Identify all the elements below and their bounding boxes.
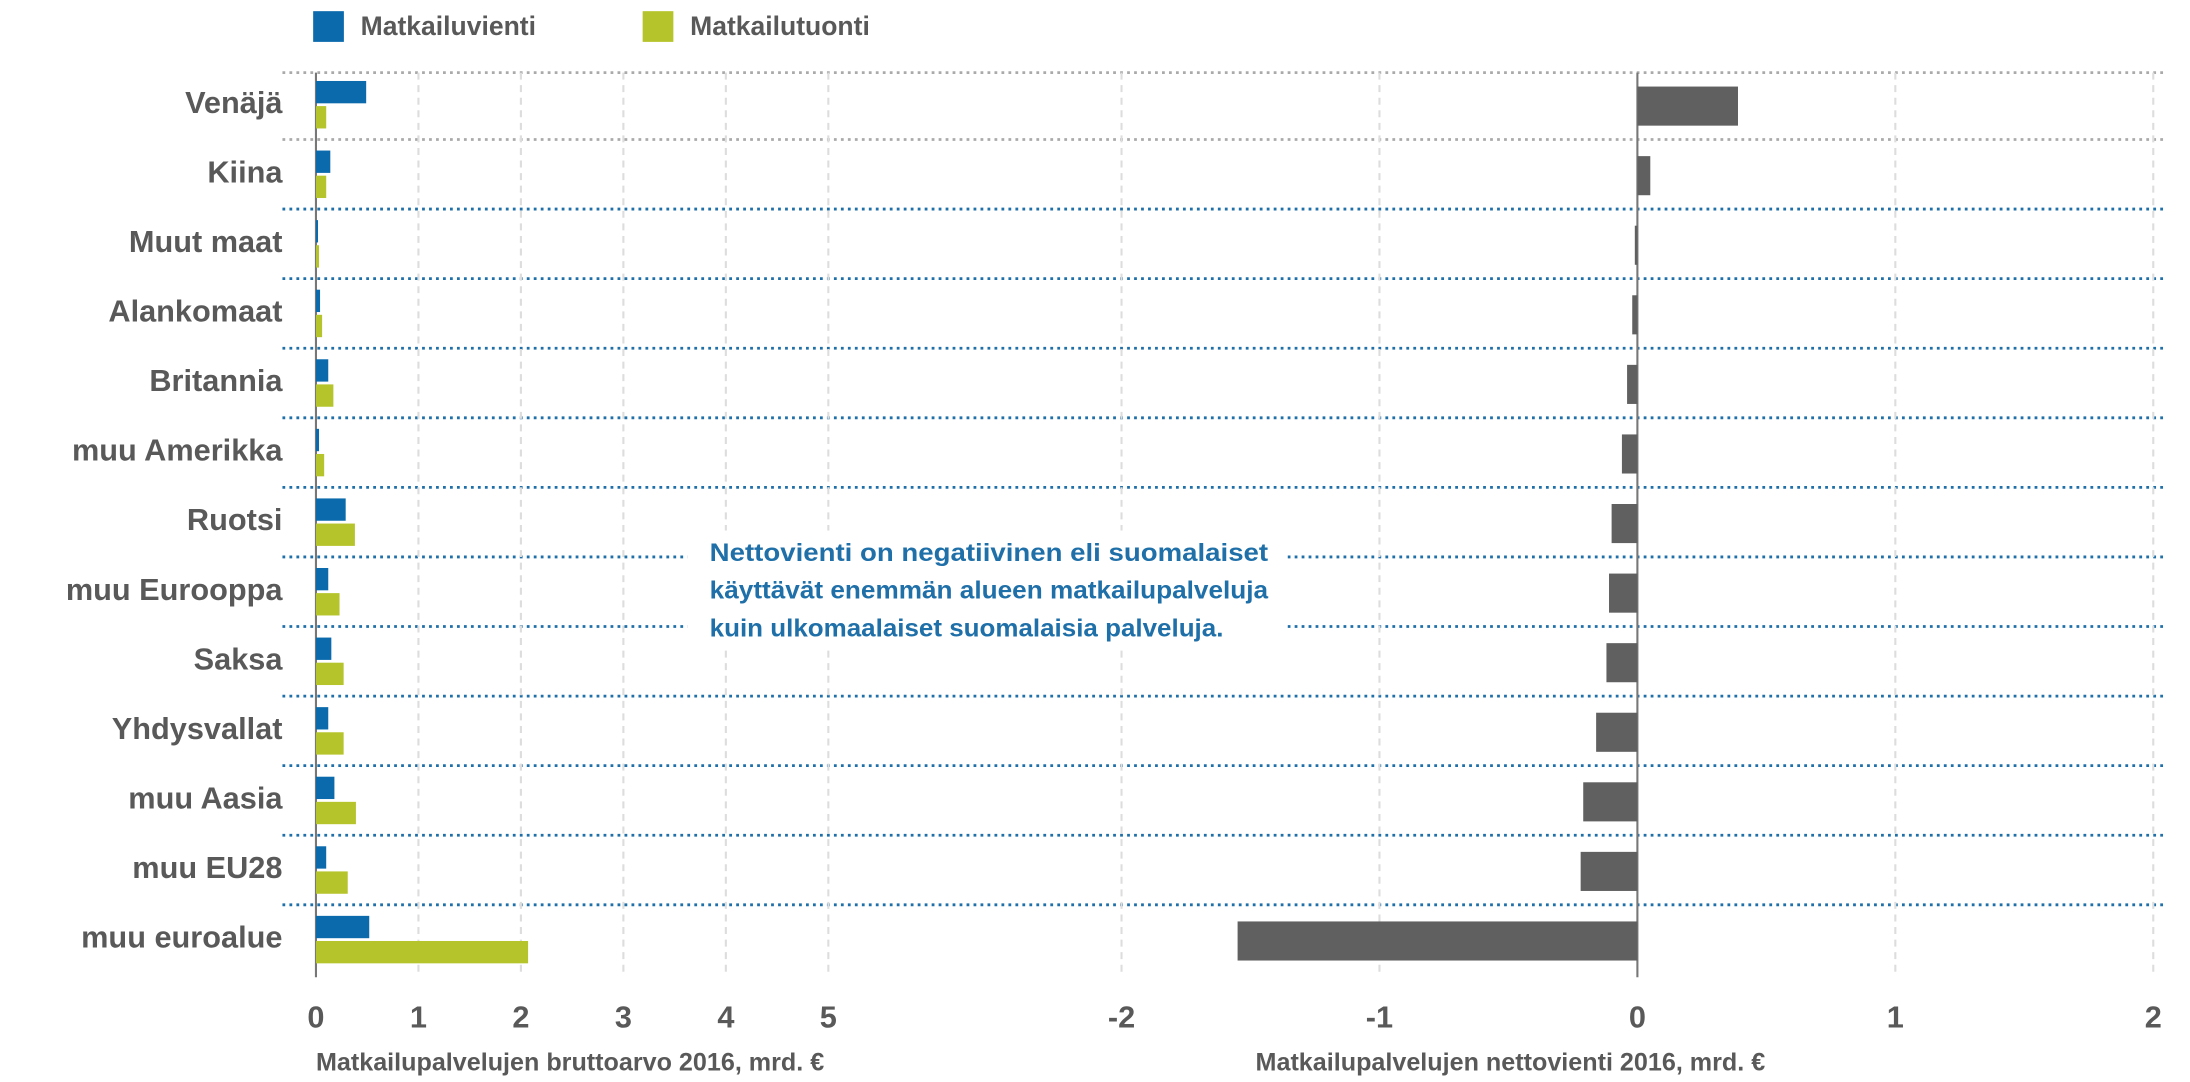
x-tick-label: 4 xyxy=(717,999,734,1034)
annotation: Nettovienti on negatiivinen eli suomalai… xyxy=(710,539,1269,567)
category-label: muu Amerikka xyxy=(72,433,283,468)
bar xyxy=(1611,504,1638,544)
bar xyxy=(1583,782,1638,822)
bar xyxy=(315,732,344,755)
x-tick-label: 0 xyxy=(1629,999,1646,1034)
bar xyxy=(315,523,355,546)
x-tick-label: -2 xyxy=(1108,999,1135,1034)
bar xyxy=(315,453,325,477)
x-tick-label: -1 xyxy=(1366,999,1393,1034)
bar xyxy=(1609,573,1638,613)
bar xyxy=(315,707,329,730)
x-tick-label: 1 xyxy=(410,999,427,1034)
x-tick-label: 0 xyxy=(307,999,324,1034)
bar xyxy=(315,359,329,382)
category-label: muu euroalue xyxy=(81,920,282,955)
bar xyxy=(315,567,329,591)
category-label: muu EU28 xyxy=(132,850,282,885)
legend-label: Matkailuvienti xyxy=(361,11,536,41)
category-label: muu Eurooppa xyxy=(66,572,284,607)
bar xyxy=(315,801,356,825)
x-axis-label: Matkailupalvelujen bruttoarvo 2016, mrd.… xyxy=(316,1048,824,1076)
bar xyxy=(315,106,327,129)
bar xyxy=(315,871,348,894)
category-label: Saksa xyxy=(194,641,284,676)
bar xyxy=(1632,295,1638,335)
annotation: käyttävät enemmän alueen matkailupalvelu… xyxy=(710,577,1270,605)
x-tick-label: 2 xyxy=(2145,999,2162,1034)
bar xyxy=(315,289,321,313)
bar xyxy=(315,940,529,964)
x-axis-label: Matkailupalvelujen nettovienti 2016, mrd… xyxy=(1256,1048,1766,1076)
annotation: kuin ulkomaalaiset suomalaisia palveluja… xyxy=(710,614,1224,642)
bar xyxy=(315,846,327,869)
bar xyxy=(1627,364,1638,404)
bar xyxy=(1580,851,1638,891)
bar xyxy=(1634,225,1638,265)
x-tick-label: 2 xyxy=(512,999,529,1034)
category-label: Kiina xyxy=(207,154,283,189)
bar xyxy=(1621,434,1638,474)
bar xyxy=(315,637,332,660)
bar xyxy=(315,915,370,939)
bar xyxy=(315,80,367,104)
legend-label: Matkailutuonti xyxy=(690,11,870,41)
category-label: Yhdysvallat xyxy=(112,711,283,746)
category-label: Muut maat xyxy=(129,224,283,259)
bar xyxy=(1637,156,1651,196)
annotation-box xyxy=(687,530,1288,648)
legend-swatch xyxy=(642,11,674,42)
bar xyxy=(1237,921,1638,961)
x-tick-label: 5 xyxy=(820,999,837,1034)
bar xyxy=(1606,643,1638,683)
bar xyxy=(315,314,323,338)
bar xyxy=(315,428,320,452)
category-label: Ruotsi xyxy=(187,502,283,537)
category-label: Alankomaat xyxy=(108,294,282,329)
bar xyxy=(315,662,344,686)
x-tick-label: 1 xyxy=(1887,999,1904,1034)
bar xyxy=(315,150,331,173)
category-label: Britannia xyxy=(149,363,283,398)
bar xyxy=(315,245,320,268)
bar xyxy=(315,593,340,616)
category-label: Venäjä xyxy=(185,85,283,120)
bar xyxy=(315,175,327,199)
bar xyxy=(315,220,319,243)
x-tick-label: 3 xyxy=(615,999,632,1034)
bar xyxy=(1596,712,1638,752)
bar xyxy=(1637,86,1738,126)
bar xyxy=(315,776,335,800)
bar xyxy=(315,498,346,521)
bar xyxy=(315,384,334,407)
legend-swatch xyxy=(313,11,344,42)
category-label: muu Aasia xyxy=(128,781,283,816)
